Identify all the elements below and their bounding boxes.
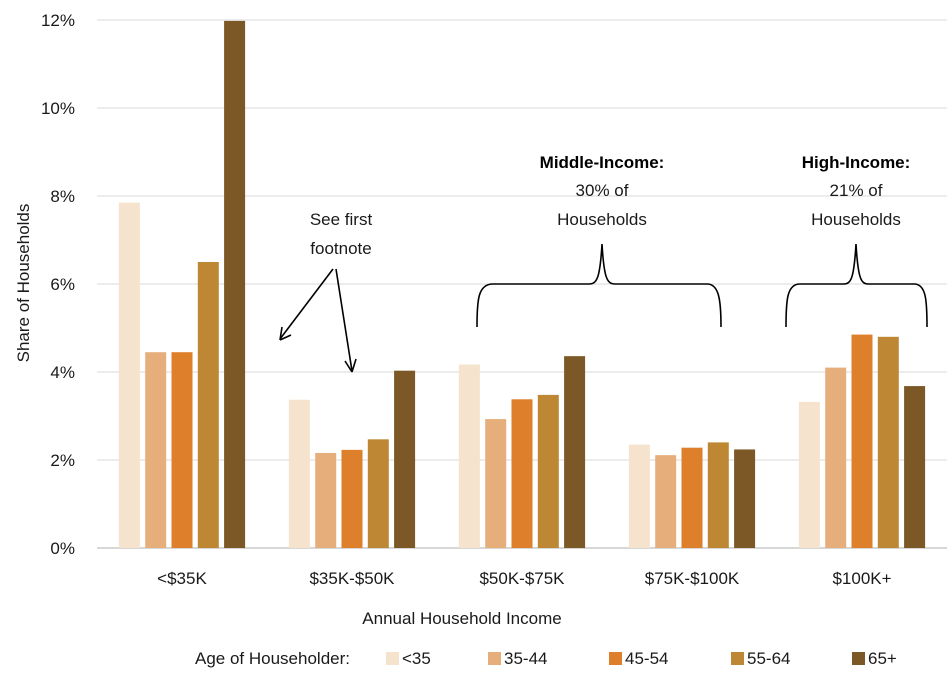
footnote-arrowhead-right [344,358,357,373]
high-income-heading: High-Income: [802,153,911,172]
high-income-line-1: 21% of [830,181,883,200]
legend-swatch [731,652,744,665]
bar [537,394,559,548]
footnote-annotation: See first footnote [279,210,373,373]
bar [851,334,873,548]
bar [224,20,246,548]
middle-income-annotation: Middle-Income: 30% of Households [476,153,722,328]
bar [315,452,337,548]
bar [485,419,507,548]
y-tick-labels: 0% 2% 4% 6% 8% 10% 12% [41,11,75,558]
bar [798,401,820,548]
y-tick-label: 12% [41,11,75,30]
bar [904,386,926,548]
x-axis-title: Annual Household Income [362,609,561,628]
footnote-arrowhead-left [279,326,292,341]
bars [118,20,926,548]
middle-income-line-2: Households [557,210,647,229]
bar [197,262,219,548]
bar [171,352,193,548]
legend-swatch [488,652,501,665]
footnote-line-2: footnote [310,239,371,258]
x-tick-label: <$35K [157,569,207,588]
y-tick-label: 2% [50,451,75,470]
footnote-line-1: See first [310,210,373,229]
x-tick-labels: <$35K $35K-$50K $50K-$75K $75K-$100K $100K+ [157,569,891,588]
x-tick-label: $35K-$50K [309,569,395,588]
bar [825,367,847,548]
bar [655,455,677,548]
x-tick-label: $50K-$75K [479,569,565,588]
middle-income-heading: Middle-Income: [540,153,665,172]
legend-title: Age of Householder: [195,649,350,668]
y-tick-label: 6% [50,275,75,294]
bar [118,202,140,548]
legend-label: 65+ [868,649,897,668]
bar [341,449,363,548]
bar [288,399,310,548]
bar [564,356,586,548]
y-tick-label: 0% [50,539,75,558]
legend: Age of Householder: <35 35-44 45-54 55-64 65… [195,649,897,668]
legend-swatch [609,652,622,665]
legend-label: 45-54 [625,649,668,668]
middle-income-brace [476,243,722,328]
legend-label: 55-64 [747,649,790,668]
legend-label: 35-44 [504,649,547,668]
bar [458,364,480,548]
bar [707,442,729,548]
x-tick-label: $75K-$100K [645,569,740,588]
middle-income-line-1: 30% of [576,181,629,200]
y-tick-label: 10% [41,99,75,118]
bar [367,439,389,548]
high-income-brace [785,243,928,328]
y-tick-label: 4% [50,363,75,382]
bar [628,444,650,548]
x-tick-label: $100K+ [832,569,891,588]
legend-label: <35 [402,649,431,668]
footnote-arrow-right [335,268,353,372]
bar [681,447,703,548]
bar [511,399,533,548]
legend-swatch [386,652,399,665]
bar [145,352,167,548]
bar [394,370,416,548]
y-tick-label: 8% [50,187,75,206]
bar [877,336,899,548]
high-income-line-2: Households [811,210,901,229]
bar [734,449,756,548]
high-income-annotation: High-Income: 21% of Households [785,153,928,328]
legend-swatch [852,652,865,665]
footnote-arrow-left [279,268,334,340]
y-axis-title: Share of Households [14,204,33,363]
